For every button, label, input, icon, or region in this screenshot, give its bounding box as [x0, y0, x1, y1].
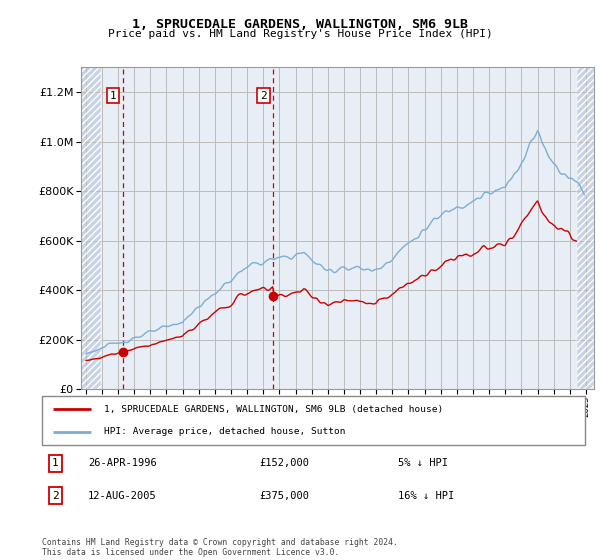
Text: 12-AUG-2005: 12-AUG-2005 — [88, 491, 157, 501]
Text: £375,000: £375,000 — [259, 491, 309, 501]
Text: 1: 1 — [110, 91, 116, 101]
Text: 2: 2 — [260, 91, 267, 101]
Text: Contains HM Land Registry data © Crown copyright and database right 2024.
This d: Contains HM Land Registry data © Crown c… — [42, 538, 398, 557]
Bar — [577, 67, 594, 389]
Text: 1: 1 — [52, 459, 59, 468]
Bar — [81, 67, 101, 389]
Text: 5% ↓ HPI: 5% ↓ HPI — [398, 459, 448, 468]
Text: 1, SPRUCEDALE GARDENS, WALLINGTON, SM6 9LB: 1, SPRUCEDALE GARDENS, WALLINGTON, SM6 9… — [132, 18, 468, 31]
Text: 2: 2 — [52, 491, 59, 501]
Text: HPI: Average price, detached house, Sutton: HPI: Average price, detached house, Sutt… — [104, 427, 346, 436]
Bar — [81, 67, 101, 389]
Bar — [577, 67, 594, 389]
Text: 26-APR-1996: 26-APR-1996 — [88, 459, 157, 468]
Text: £152,000: £152,000 — [259, 459, 309, 468]
Text: Price paid vs. HM Land Registry's House Price Index (HPI): Price paid vs. HM Land Registry's House … — [107, 29, 493, 39]
Text: 16% ↓ HPI: 16% ↓ HPI — [398, 491, 454, 501]
Text: 1, SPRUCEDALE GARDENS, WALLINGTON, SM6 9LB (detached house): 1, SPRUCEDALE GARDENS, WALLINGTON, SM6 9… — [104, 405, 443, 414]
